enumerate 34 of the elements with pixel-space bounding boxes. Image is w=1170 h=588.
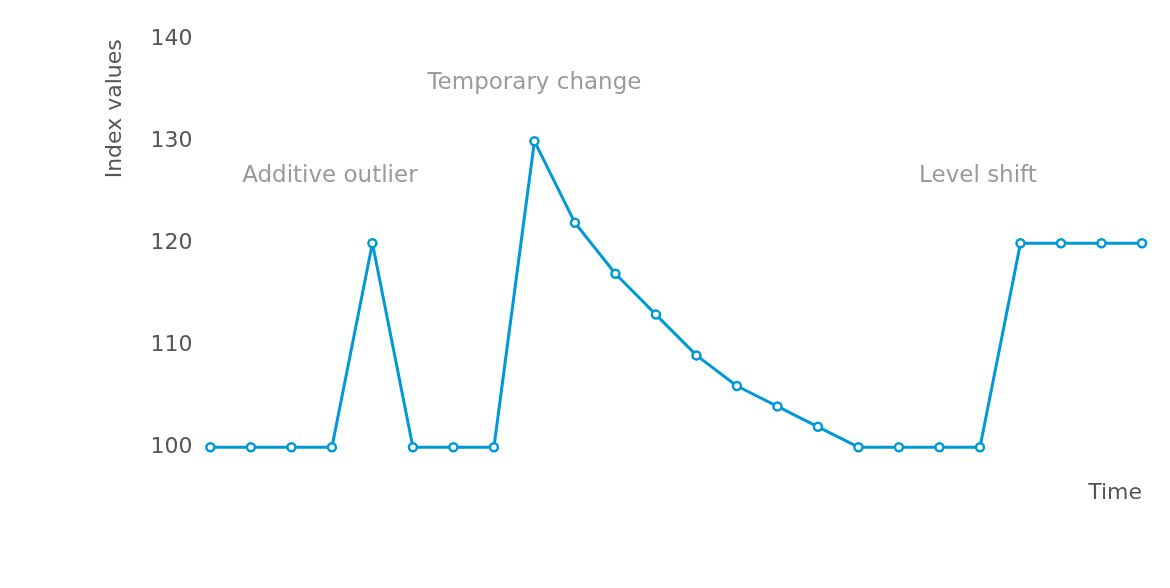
x-axis-title: Time	[1087, 478, 1142, 504]
point	[205, 441, 216, 453]
point	[650, 309, 662, 320]
point	[853, 441, 864, 453]
annotation: Temporary change	[426, 68, 642, 95]
point	[1015, 237, 1026, 249]
point	[731, 380, 743, 392]
y-axis-title: Index values	[100, 39, 126, 179]
point	[610, 268, 621, 280]
annotation: Level shift	[919, 161, 1037, 188]
point	[934, 441, 945, 453]
y-tick-label: 100	[150, 432, 193, 458]
y-tick-label: 140	[150, 24, 193, 50]
point	[812, 421, 824, 433]
point	[893, 441, 905, 453]
y-tick-label: 110	[150, 330, 193, 356]
point	[1136, 237, 1148, 249]
point	[529, 135, 540, 147]
point	[691, 350, 702, 361]
y-tick-label: 130	[150, 126, 193, 152]
annotation: Additive outlier	[242, 161, 419, 188]
point	[326, 441, 338, 453]
point	[772, 401, 783, 412]
point	[1055, 237, 1067, 249]
point	[407, 441, 419, 453]
y-tick-label: 120	[150, 228, 193, 254]
point	[367, 237, 378, 249]
point	[245, 441, 257, 453]
point	[1096, 237, 1107, 249]
point	[569, 217, 581, 229]
point	[448, 441, 459, 453]
point	[488, 441, 500, 453]
point	[974, 441, 986, 453]
point	[286, 441, 297, 453]
